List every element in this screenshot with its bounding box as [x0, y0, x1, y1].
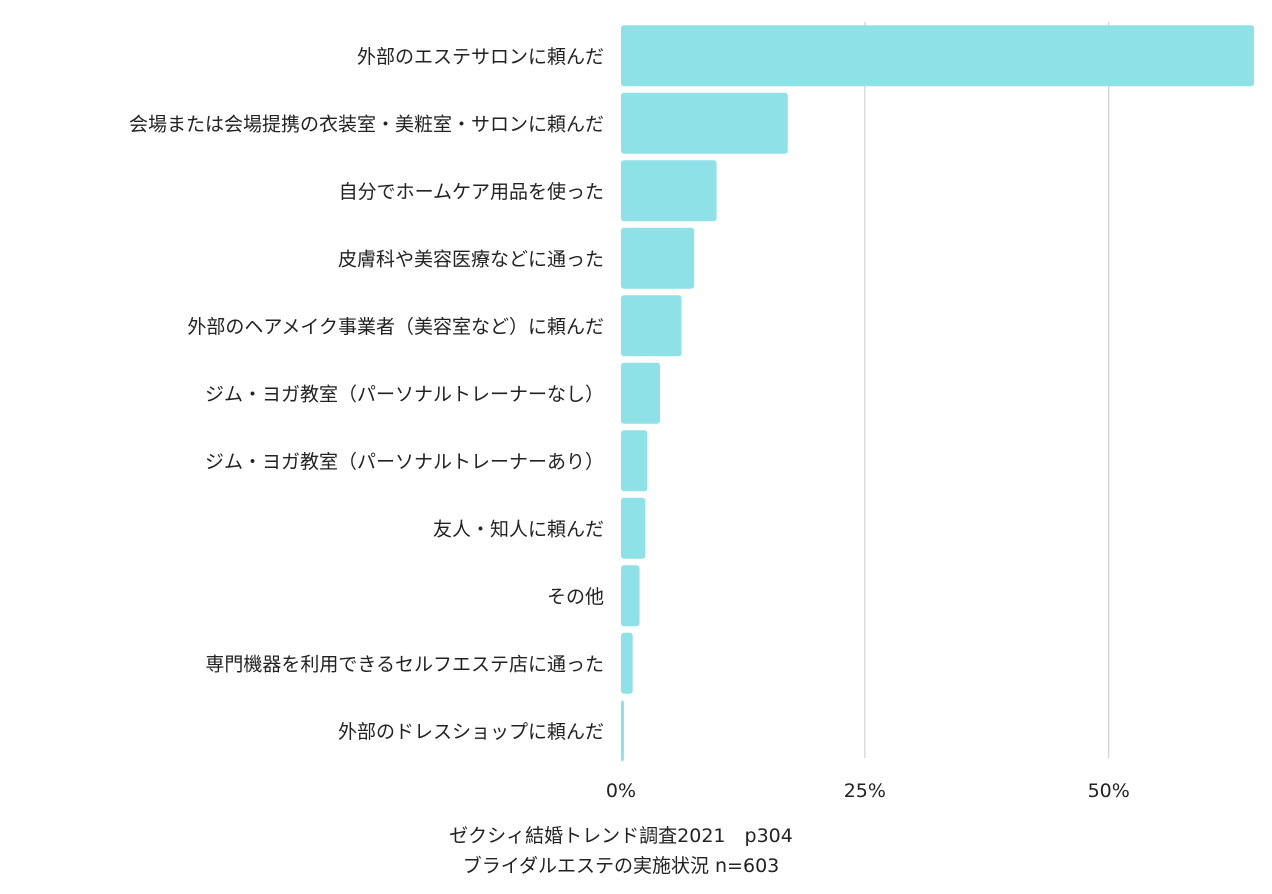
category-labels: 外部のエステサロンに頼んだ会場または会場提携の衣装室・美粧室・サロンに頼んだ自分… [129, 46, 604, 743]
bar [621, 565, 640, 627]
category-label: ジム・ヨガ教室（パーソナルトレーナーあり） [205, 451, 604, 473]
category-label: ジム・ヨガ教室（パーソナルトレーナーなし） [205, 383, 604, 405]
category-label: 自分でホームケア用品を使った [339, 181, 604, 203]
bar [621, 227, 695, 289]
category-label: その他 [547, 586, 604, 608]
source-line: ゼクシィ結婚トレンド調査2021 p304 [449, 825, 793, 847]
bars [621, 25, 1255, 762]
category-label: 皮膚科や美容医療などに通った [338, 248, 604, 270]
source-note: ゼクシィ結婚トレンド調査2021 p304 ブライダルエステの実施状況 n=603 [449, 825, 793, 877]
x-tick-label: 0% [606, 780, 636, 802]
bar [621, 430, 648, 492]
category-label: 会場または会場提携の衣装室・美粧室・サロンに頼んだ [129, 113, 604, 135]
bar [621, 362, 661, 424]
x-axis-ticks: 0% 25% 50% [606, 780, 1130, 802]
bar [621, 700, 624, 762]
category-label: 友人・知人に頼んだ [433, 518, 604, 540]
gridlines [864, 22, 1110, 758]
bar [621, 25, 1255, 87]
bar [621, 632, 633, 694]
bar [621, 160, 717, 222]
x-tick-label: 25% [844, 780, 886, 802]
source-line: ブライダルエステの実施状況 n=603 [463, 854, 780, 877]
category-label: 外部のヘアメイク事業者（美容室など）に頼んだ [187, 316, 604, 338]
bar [621, 497, 646, 559]
category-label: 外部のドレスショップに頼んだ [338, 721, 604, 743]
category-label: 専門機器を利用できるセルフエステ店に通った [205, 653, 604, 675]
bar [621, 295, 682, 357]
bar [621, 92, 788, 154]
x-tick-label: 50% [1088, 780, 1130, 802]
category-label: 外部のエステサロンに頼んだ [357, 46, 604, 68]
